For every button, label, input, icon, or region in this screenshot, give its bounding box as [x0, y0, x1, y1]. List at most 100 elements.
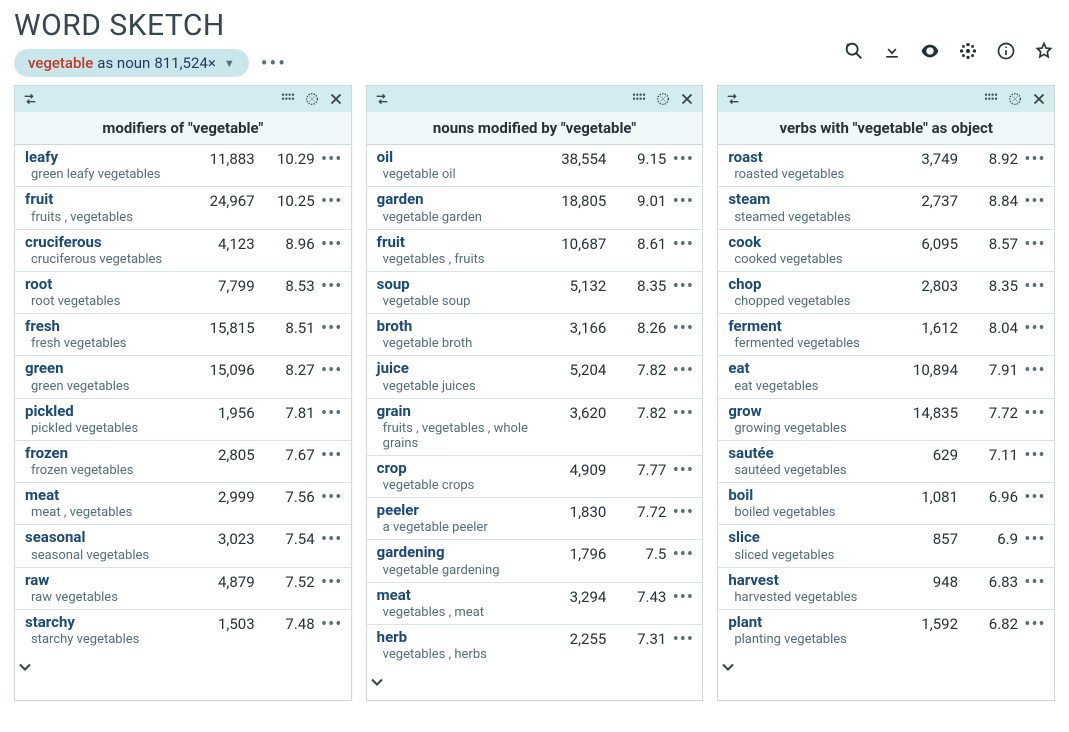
row-more-icon[interactable]: •••	[670, 587, 696, 607]
row-more-icon[interactable]: •••	[1022, 445, 1048, 465]
row-more-icon[interactable]: •••	[1022, 529, 1048, 549]
expand-icon[interactable]	[654, 90, 672, 108]
row-more-icon[interactable]: •••	[319, 403, 345, 423]
collocate-word[interactable]: slice	[728, 529, 888, 546]
info-icon[interactable]	[995, 40, 1017, 62]
collocate-word[interactable]: gardening	[377, 544, 537, 561]
grid-icon[interactable]	[982, 90, 1000, 108]
collocate-word[interactable]: crop	[377, 460, 537, 477]
collocate-word[interactable]: frozen	[25, 445, 185, 462]
collocate-word[interactable]: fruit	[25, 191, 185, 208]
collocate-word[interactable]: green	[25, 360, 185, 377]
collocate-word[interactable]: starchy	[25, 614, 185, 631]
row-more-icon[interactable]: •••	[670, 544, 696, 564]
expand-icon[interactable]	[1006, 90, 1024, 108]
row-more-icon[interactable]: •••	[670, 629, 696, 649]
row-more-icon[interactable]: •••	[670, 191, 696, 211]
row-more-icon[interactable]: •••	[319, 614, 345, 634]
row-more-icon[interactable]: •••	[1022, 614, 1048, 634]
collocate-word[interactable]: steam	[728, 191, 888, 208]
collocate-word[interactable]: chop	[728, 276, 888, 293]
row-more-icon[interactable]: •••	[319, 149, 345, 169]
row-more-icon[interactable]: •••	[670, 502, 696, 522]
collocate-word[interactable]: plant	[728, 614, 888, 631]
row-more-icon[interactable]: •••	[1022, 403, 1048, 423]
row-more-icon[interactable]: •••	[1022, 318, 1048, 338]
collocate-word[interactable]: raw	[25, 572, 185, 589]
row-more-icon[interactable]: •••	[319, 318, 345, 338]
grid-icon[interactable]	[279, 90, 297, 108]
collocate-word[interactable]: leafy	[25, 149, 185, 166]
show-more-button[interactable]	[15, 651, 351, 685]
row-more-icon[interactable]: •••	[319, 276, 345, 296]
row-more-icon[interactable]: •••	[670, 318, 696, 338]
collocate-freq: 10,687	[540, 234, 606, 253]
cluster-icon[interactable]	[957, 40, 979, 62]
collocate-word[interactable]: broth	[377, 318, 537, 335]
row-more-icon[interactable]: •••	[670, 360, 696, 380]
header-more-icon[interactable]: •••	[261, 51, 287, 75]
row-more-icon[interactable]: •••	[319, 487, 345, 507]
row-more-icon[interactable]: •••	[670, 149, 696, 169]
collocate-row: soupvegetable soup5,1328.35•••	[367, 272, 703, 314]
row-more-icon[interactable]: •••	[319, 445, 345, 465]
row-more-icon[interactable]: •••	[1022, 572, 1048, 592]
swap-icon[interactable]	[373, 90, 391, 108]
close-icon[interactable]	[678, 90, 696, 108]
swap-icon[interactable]	[724, 90, 742, 108]
row-more-icon[interactable]: •••	[1022, 191, 1048, 211]
lemma-chip[interactable]: vegetable as noun 811,524× ▼	[14, 49, 249, 77]
collocate-word[interactable]: meat	[377, 587, 537, 604]
row-more-icon[interactable]: •••	[1022, 149, 1048, 169]
row-more-icon[interactable]: •••	[319, 572, 345, 592]
collocate-word[interactable]: fresh	[25, 318, 185, 335]
collocate-word[interactable]: herb	[377, 629, 537, 646]
eye-icon[interactable]	[919, 40, 941, 62]
close-icon[interactable]	[327, 90, 345, 108]
row-more-icon[interactable]: •••	[319, 529, 345, 549]
collocate-word[interactable]: grain	[377, 403, 537, 420]
download-icon[interactable]	[881, 40, 903, 62]
collocate-word[interactable]: harvest	[728, 572, 888, 589]
collocate-word[interactable]: root	[25, 276, 185, 293]
row-more-icon[interactable]: •••	[1022, 360, 1048, 380]
collocate-word[interactable]: juice	[377, 360, 537, 377]
expand-icon[interactable]	[303, 90, 321, 108]
row-more-icon[interactable]: •••	[670, 276, 696, 296]
collocate-word[interactable]: grow	[728, 403, 888, 420]
search-reset-icon[interactable]	[843, 40, 865, 62]
collocate-word[interactable]: boil	[728, 487, 888, 504]
collocate-word[interactable]: cook	[728, 234, 888, 251]
collocate-word[interactable]: roast	[728, 149, 888, 166]
collocate-score: 6.83	[962, 572, 1018, 591]
show-more-button[interactable]	[367, 666, 703, 700]
row-more-icon[interactable]: •••	[1022, 234, 1048, 254]
collocate-word[interactable]: oil	[377, 149, 537, 166]
collocate-word[interactable]: sautée	[728, 445, 888, 462]
row-more-icon[interactable]: •••	[319, 234, 345, 254]
row-more-icon[interactable]: •••	[670, 234, 696, 254]
collocate-word[interactable]: seasonal	[25, 529, 185, 546]
row-more-icon[interactable]: •••	[1022, 487, 1048, 507]
collocate-word[interactable]: meat	[25, 487, 185, 504]
collocate-word[interactable]: cruciferous	[25, 234, 185, 251]
row-more-icon[interactable]: •••	[670, 403, 696, 423]
grid-icon[interactable]	[630, 90, 648, 108]
row-more-icon[interactable]: •••	[1022, 276, 1048, 296]
collocate-example: seasonal vegetables	[31, 548, 185, 563]
collocate-word[interactable]: peeler	[377, 502, 537, 519]
collocate-word[interactable]: soup	[377, 276, 537, 293]
collocate-word[interactable]: eat	[728, 360, 888, 377]
swap-icon[interactable]	[21, 90, 39, 108]
star-icon[interactable]	[1033, 40, 1055, 62]
collocate-score: 8.57	[962, 234, 1018, 253]
close-icon[interactable]	[1030, 90, 1048, 108]
collocate-word[interactable]: pickled	[25, 403, 185, 420]
row-more-icon[interactable]: •••	[319, 360, 345, 380]
row-more-icon[interactable]: •••	[319, 191, 345, 211]
collocate-word[interactable]: garden	[377, 191, 537, 208]
collocate-word[interactable]: ferment	[728, 318, 888, 335]
show-more-button[interactable]	[718, 651, 1054, 685]
row-more-icon[interactable]: •••	[670, 460, 696, 480]
collocate-word[interactable]: fruit	[377, 234, 537, 251]
